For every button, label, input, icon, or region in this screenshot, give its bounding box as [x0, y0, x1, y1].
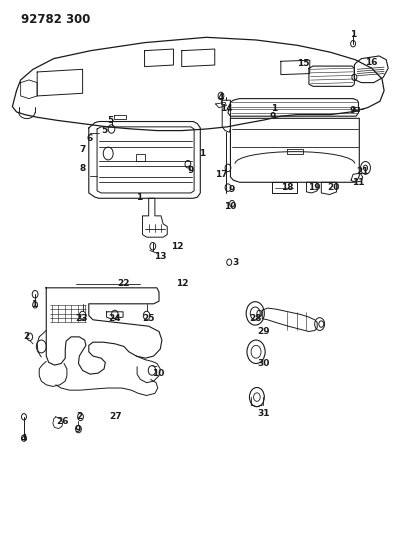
- Text: 3: 3: [232, 258, 239, 266]
- Text: 14: 14: [220, 104, 233, 112]
- Text: 5: 5: [101, 126, 107, 135]
- Text: 9: 9: [188, 166, 194, 175]
- Text: 9: 9: [269, 112, 276, 120]
- Text: 10: 10: [152, 369, 164, 377]
- Text: 9: 9: [228, 185, 235, 193]
- Bar: [136, 154, 145, 161]
- Text: 4: 4: [21, 434, 27, 442]
- Text: 6: 6: [87, 134, 93, 143]
- Text: 2: 2: [24, 333, 30, 341]
- Text: 1: 1: [136, 193, 143, 201]
- Text: 16: 16: [366, 59, 378, 67]
- Text: 28: 28: [249, 314, 261, 323]
- Text: 1: 1: [271, 104, 277, 112]
- Text: 26: 26: [57, 417, 69, 425]
- Text: 8: 8: [79, 165, 86, 173]
- Text: 18: 18: [281, 183, 293, 192]
- Text: 24: 24: [109, 314, 121, 323]
- Text: 2: 2: [76, 413, 83, 421]
- Text: 19: 19: [309, 183, 321, 192]
- Text: 30: 30: [257, 359, 270, 368]
- Text: 10: 10: [224, 203, 237, 211]
- Text: 1: 1: [199, 149, 206, 158]
- Text: 27: 27: [109, 413, 122, 421]
- Text: 13: 13: [154, 253, 166, 261]
- Text: 12: 12: [176, 279, 189, 288]
- Text: 17: 17: [216, 170, 228, 179]
- Text: 92782 300: 92782 300: [21, 13, 90, 26]
- Text: 1: 1: [31, 301, 38, 309]
- Text: 12: 12: [171, 242, 184, 251]
- Text: 29: 29: [257, 327, 270, 336]
- Text: 11: 11: [352, 178, 365, 187]
- Text: 21: 21: [356, 167, 369, 176]
- Text: 31: 31: [257, 409, 270, 417]
- Text: 4: 4: [218, 93, 224, 101]
- Text: 15: 15: [297, 60, 310, 68]
- Text: 1: 1: [350, 30, 356, 39]
- Text: 20: 20: [328, 183, 340, 192]
- Text: 25: 25: [142, 314, 155, 323]
- Text: 7: 7: [79, 145, 86, 154]
- Text: 22: 22: [117, 279, 129, 288]
- Text: 5: 5: [107, 117, 114, 125]
- Text: 9: 9: [74, 425, 81, 433]
- Text: 23: 23: [76, 314, 88, 323]
- Text: 9: 9: [350, 106, 356, 115]
